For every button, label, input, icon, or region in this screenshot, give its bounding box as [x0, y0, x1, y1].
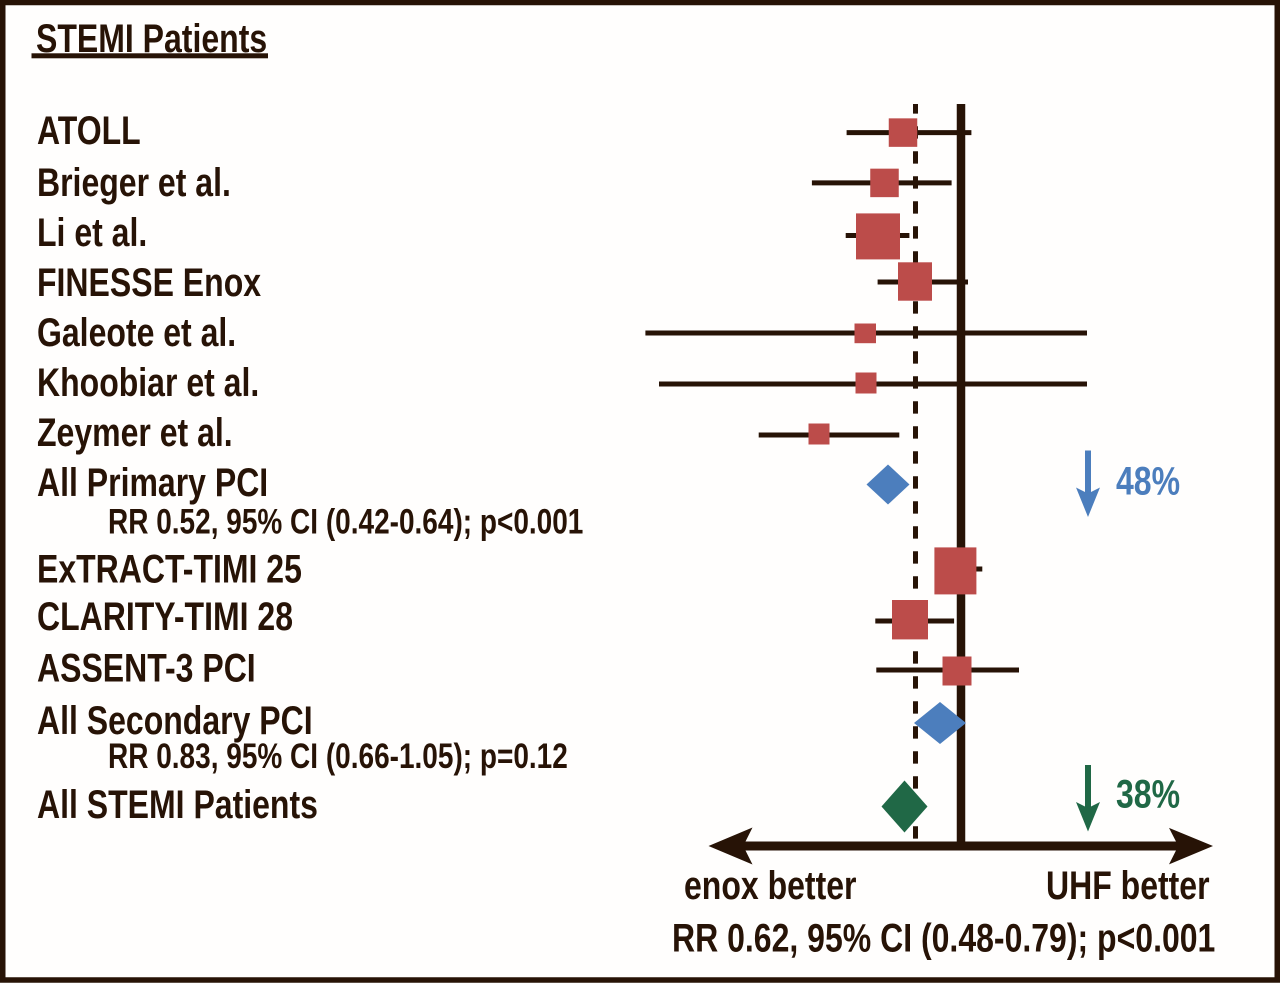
svg-text:RR 0.62, 95% CI (0.48-0.79); p: RR 0.62, 95% CI (0.48-0.79); p<0.001 — [672, 915, 1215, 960]
svg-text:Zeymer et al.: Zeymer et al. — [37, 410, 233, 455]
svg-text:STEMI Patients: STEMI Patients — [36, 16, 267, 61]
svg-text:All Primary PCI: All Primary PCI — [37, 460, 268, 505]
svg-text:Brieger et al.: Brieger et al. — [37, 160, 231, 205]
svg-text:CLARITY-TIMI 28: CLARITY-TIMI 28 — [37, 594, 293, 639]
svg-text:ASSENT-3 PCI: ASSENT-3 PCI — [37, 645, 256, 690]
svg-text:All STEMI Patients: All STEMI Patients — [37, 782, 318, 827]
svg-text:All Secondary PCI: All Secondary PCI — [37, 698, 313, 743]
svg-text:Galeote et al.: Galeote et al. — [37, 310, 236, 355]
svg-text:Khoobiar et al.: Khoobiar et al. — [37, 360, 259, 405]
svg-text:ExTRACT-TIMI 25: ExTRACT-TIMI 25 — [37, 546, 302, 591]
svg-text:ATOLL: ATOLL — [37, 108, 141, 153]
svg-text:RR 0.52, 95% CI (0.42-0.64); p: RR 0.52, 95% CI (0.42-0.64); p<0.001 — [108, 501, 583, 541]
svg-text:Li et al.: Li et al. — [37, 210, 147, 255]
svg-text:UHF better: UHF better — [1046, 863, 1210, 908]
svg-text:RR 0.83, 95% CI (0.66-1.05); p: RR 0.83, 95% CI (0.66-1.05); p=0.12 — [108, 736, 568, 776]
svg-text:48%: 48% — [1116, 458, 1180, 503]
svg-text:FINESSE Enox: FINESSE Enox — [37, 260, 261, 305]
svg-text:enox better: enox better — [684, 863, 856, 908]
svg-text:38%: 38% — [1116, 771, 1180, 816]
